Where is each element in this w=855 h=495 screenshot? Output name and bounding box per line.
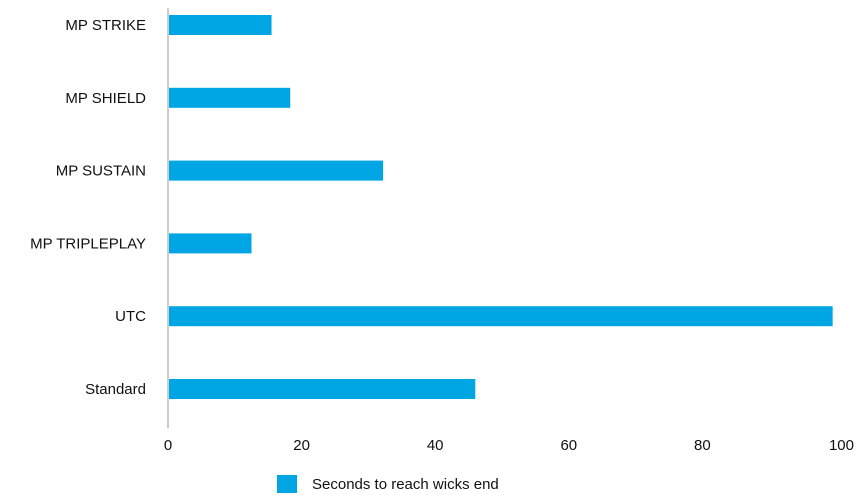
category-label-standard: Standard — [85, 381, 146, 398]
category-label-mp-shield: MP SHIELD — [65, 90, 146, 107]
bars-group — [169, 15, 833, 399]
bar-mp-strike — [169, 15, 272, 35]
category-label-mp-strike: MP STRIKE — [65, 17, 146, 34]
x-tick-label-80: 80 — [694, 437, 711, 454]
x-tick-label-100: 100 — [829, 437, 854, 454]
bar-mp-shield — [169, 87, 291, 108]
x-tick-labels: 0 20 40 60 80 100 — [164, 437, 854, 454]
category-label-mp-tripleplay: MP TRIPLEPLAY — [30, 235, 146, 252]
x-tick-label-40: 40 — [427, 437, 444, 454]
bar-mp-tripleplay — [169, 233, 252, 254]
legend: Seconds to reach wicks end — [277, 475, 499, 493]
category-labels: MP STRIKE MP SHIELD MP SUSTAIN MP TRIPLEPLA… — [30, 17, 146, 398]
bar-standard — [169, 379, 476, 399]
bar-mp-sustain — [169, 160, 384, 181]
x-tick-label-60: 60 — [560, 437, 577, 454]
legend-swatch — [277, 475, 297, 493]
category-label-mp-sustain: MP SUSTAIN — [56, 163, 146, 180]
x-tick-label-0: 0 — [164, 437, 172, 454]
category-label-utc: UTC — [115, 308, 146, 325]
legend-label: Seconds to reach wicks end — [312, 476, 499, 493]
bar-utc — [169, 306, 833, 327]
x-tick-label-20: 20 — [293, 437, 310, 454]
